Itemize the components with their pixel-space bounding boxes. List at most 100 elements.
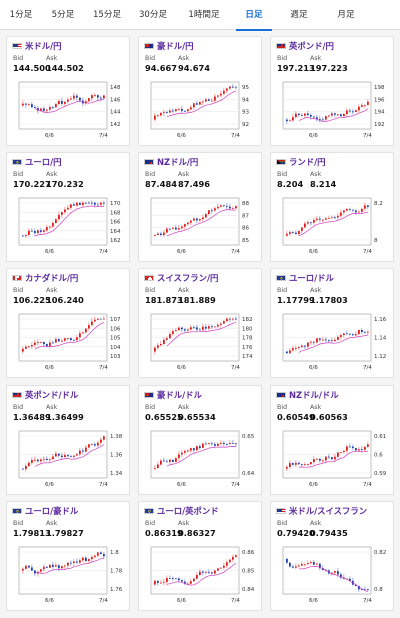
candle-body (322, 339, 324, 341)
ask-value: 181.889 (178, 295, 216, 305)
x-tick-label: 7/4 (99, 133, 108, 139)
currency-card[interactable]: ランド/円 Bid Ask 8.204 8.214 8.2 8 6/6 7/4 (270, 152, 394, 262)
flag-icon (12, 392, 22, 398)
candle-body (181, 327, 183, 330)
candle-body (340, 574, 342, 578)
pair-name[interactable]: ユーロ/円 (25, 157, 62, 167)
candle-body (310, 462, 312, 464)
candle-body (178, 454, 180, 459)
currency-card[interactable]: 豪ドル/ドル Bid Ask 0.65525 0.65534 0.65 0.64 6… (138, 385, 262, 495)
bid-value: 1.79813 (13, 528, 51, 538)
y-tick-label: 1.8 (110, 550, 119, 556)
bid-label: Bid (277, 171, 288, 178)
candle-body (223, 442, 225, 444)
candle-body (202, 571, 204, 573)
currency-card[interactable]: スイスフラン/円 Bid Ask 181.873 181.889 182 180 1… (138, 268, 262, 378)
candle-body (160, 343, 162, 346)
candle-body (31, 104, 33, 108)
pair-name[interactable]: ユーロ/豪ドル (25, 506, 79, 516)
currency-card[interactable]: ユーロ/円 Bid Ask 170.227 170.232 170 168 166 1… (6, 152, 130, 262)
tab-0[interactable]: 1分足 (9, 10, 33, 20)
candle-body (346, 110, 348, 114)
pair-name[interactable]: ユーロ/英ポンド (157, 506, 219, 516)
tab-2[interactable]: 15分足 (92, 10, 122, 20)
candle-body (190, 327, 192, 330)
candle-body (46, 566, 48, 568)
y-tick-label: 0.65 (242, 434, 255, 440)
moving-average-line (166, 209, 236, 237)
candle-body (358, 449, 360, 451)
flag-icon (276, 508, 286, 514)
card-header: 豪ドル/ドル (144, 389, 202, 401)
pair-name[interactable]: スイスフラン/円 (157, 273, 219, 283)
chart-frame (150, 197, 240, 246)
y-tick-label: 168 (110, 210, 121, 216)
y-tick-label: 86 (242, 226, 249, 232)
ask-value: 94.674 (178, 63, 211, 73)
candle-body (40, 569, 42, 572)
currency-card[interactable]: 豪ドル/円 Bid Ask 94.667 94.674 95 94 93 92 6/6 7… (138, 36, 262, 146)
currency-card[interactable]: 英ポンド/ドル Bid Ask 1.36489 1.36499 1.38 1.36… (6, 385, 130, 495)
candle-body (199, 101, 201, 105)
pair-name[interactable]: NZドル/円 (157, 157, 199, 167)
candle-body (76, 202, 78, 206)
currency-card[interactable]: 米ドル/円 Bid Ask 144.500 144.502 148 146 144 1… (6, 36, 130, 146)
currency-card[interactable]: ユーロ/豪ドル Bid Ask 1.79813 1.79827 1.8 1.78 1… (6, 501, 130, 611)
currency-card[interactable]: ユーロ/ドル Bid Ask 1.17799 1.17803 1.16 1.14 1… (270, 268, 394, 378)
currency-card[interactable]: NZドル/ドル Bid Ask 0.60549 0.60563 0.61 0.6 0… (270, 385, 394, 495)
pair-name[interactable]: NZドル/ドル (289, 390, 339, 400)
candle-body (97, 318, 99, 320)
candle-body (40, 230, 42, 232)
tab-3[interactable]: 30分足 (138, 10, 168, 20)
y-tick-label: 166 (110, 220, 121, 226)
y-tick-label: 1.36 (110, 453, 123, 459)
tab-4[interactable]: 1時間足 (188, 10, 220, 20)
pair-name[interactable]: 米ドル/スイスフラン (289, 506, 368, 516)
candle-body (25, 465, 27, 470)
pair-name[interactable]: 米ドル/円 (25, 41, 62, 51)
pair-name[interactable]: ユーロ/ドル (289, 273, 334, 283)
y-tick-label: 176 (242, 345, 253, 351)
candle-body (190, 581, 192, 584)
pair-name[interactable]: 豪ドル/ドル (157, 390, 202, 400)
candle-body (70, 98, 72, 100)
tab-5[interactable]: 日足 (232, 0, 276, 31)
pair-name[interactable]: 英ポンド/円 (289, 41, 334, 51)
candle-body (166, 578, 168, 582)
currency-card[interactable]: 米ドル/スイスフラン Bid Ask 0.79420 0.79435 0.82 0… (270, 501, 394, 611)
flag-icon (144, 43, 154, 49)
candle-body (157, 115, 159, 117)
bid-value: 144.500 (13, 63, 51, 73)
y-tick-label: 0.85 (242, 569, 255, 575)
x-tick-label: 6/6 (177, 598, 186, 604)
tab-7[interactable]: 月足 (337, 10, 355, 20)
currency-card[interactable]: NZドル/円 Bid Ask 87.484 87.496 88 87 86 85 6/6… (138, 152, 262, 262)
currency-card[interactable]: ユーロ/英ポンド Bid Ask 0.86319 0.86327 0.86 0.8… (138, 501, 262, 611)
flag-icon (276, 43, 286, 49)
y-tick-label: 182 (242, 317, 253, 323)
y-tick-label: 146 (110, 97, 121, 103)
candle-body (337, 452, 339, 457)
y-tick-label: 144 (110, 110, 121, 116)
currency-card[interactable]: カナダドル/円 Bid Ask 106.225 106.240 107 106 10… (6, 268, 130, 378)
candle-body (301, 345, 303, 348)
ask-value: 1.36499 (46, 412, 84, 422)
candle-body (355, 584, 357, 587)
pair-name[interactable]: カナダドル/円 (25, 273, 79, 283)
candle-body (172, 110, 174, 112)
x-tick-label: 6/6 (309, 598, 318, 604)
tab-1[interactable]: 5分足 (51, 10, 75, 20)
candle-body (220, 442, 222, 444)
currency-card[interactable]: 英ポンド/円 Bid Ask 197.213 197.223 198 196 194… (270, 36, 394, 146)
tab-6[interactable]: 週足 (290, 10, 308, 20)
candle-body (172, 227, 174, 229)
candle-body (196, 446, 198, 451)
candle-body (304, 345, 306, 347)
candle-body (163, 581, 165, 583)
candle-body (214, 96, 216, 101)
pair-name[interactable]: ランド/円 (289, 157, 326, 167)
candle-body (85, 447, 87, 452)
pair-name[interactable]: 豪ドル/円 (157, 41, 194, 51)
pair-name[interactable]: 英ポンド/ドル (25, 390, 79, 400)
flag-icon (276, 159, 286, 165)
